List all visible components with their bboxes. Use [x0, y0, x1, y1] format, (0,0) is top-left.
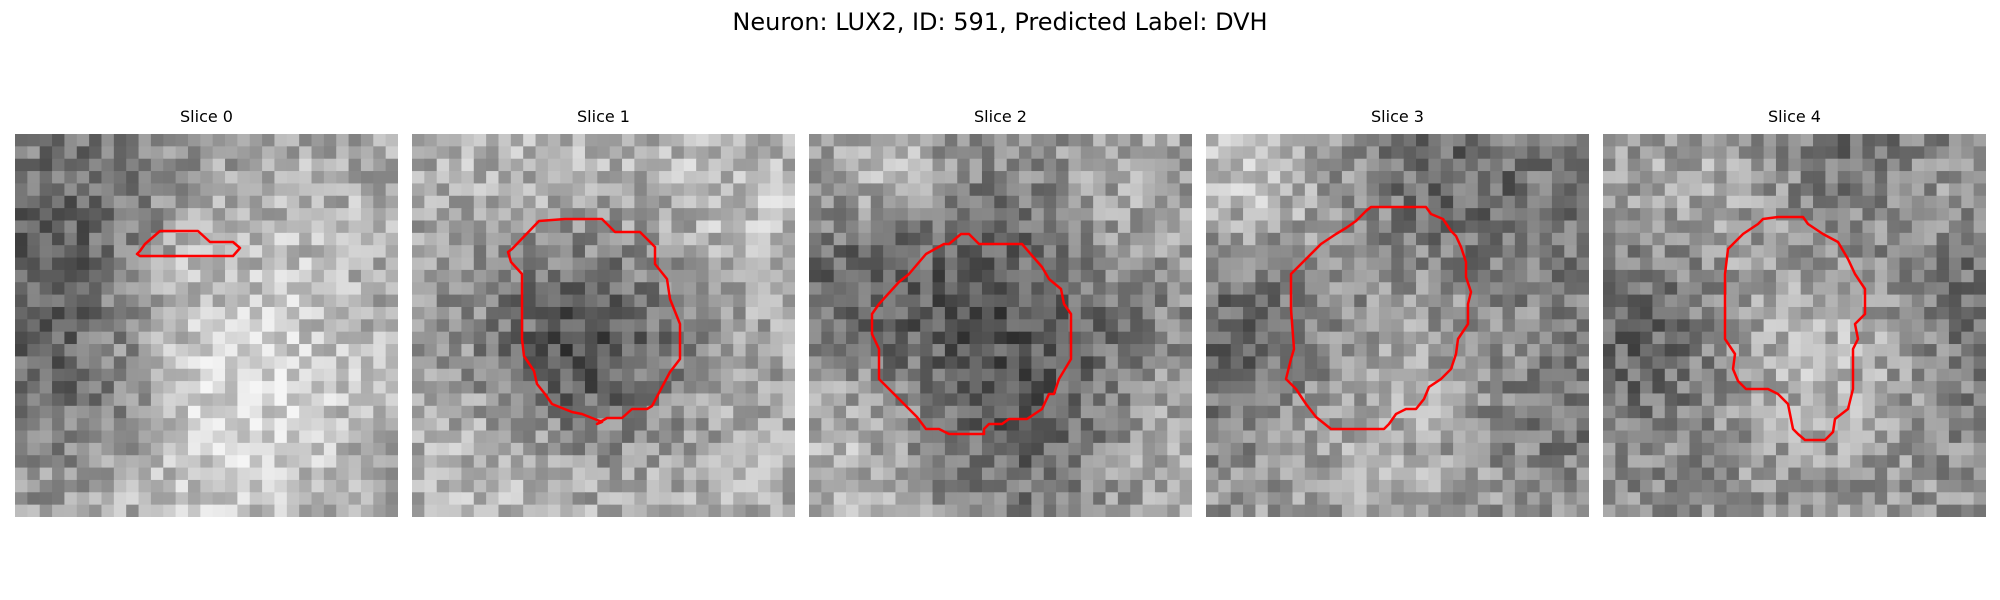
- slice-image-4: [1603, 134, 1986, 517]
- slice-image-3: [1206, 134, 1589, 517]
- slice-image-0: [15, 134, 398, 517]
- slice-panel-4: Slice 4: [1603, 134, 1986, 517]
- slice-image-1: [412, 134, 795, 517]
- slice-panel-3: Slice 3: [1206, 134, 1589, 517]
- slice-panel-0: Slice 0: [15, 134, 398, 517]
- slice-title-1: Slice 1: [412, 107, 795, 126]
- figure-title: Neuron: LUX2, ID: 591, Predicted Label: …: [0, 8, 2000, 36]
- slice-panel-1: Slice 1: [412, 134, 795, 517]
- slice-title-2: Slice 2: [809, 107, 1192, 126]
- slice-image-2: [809, 134, 1192, 517]
- slice-title-4: Slice 4: [1603, 107, 1986, 126]
- slice-title-0: Slice 0: [15, 107, 398, 126]
- slice-panel-2: Slice 2: [809, 134, 1192, 517]
- slice-title-3: Slice 3: [1206, 107, 1589, 126]
